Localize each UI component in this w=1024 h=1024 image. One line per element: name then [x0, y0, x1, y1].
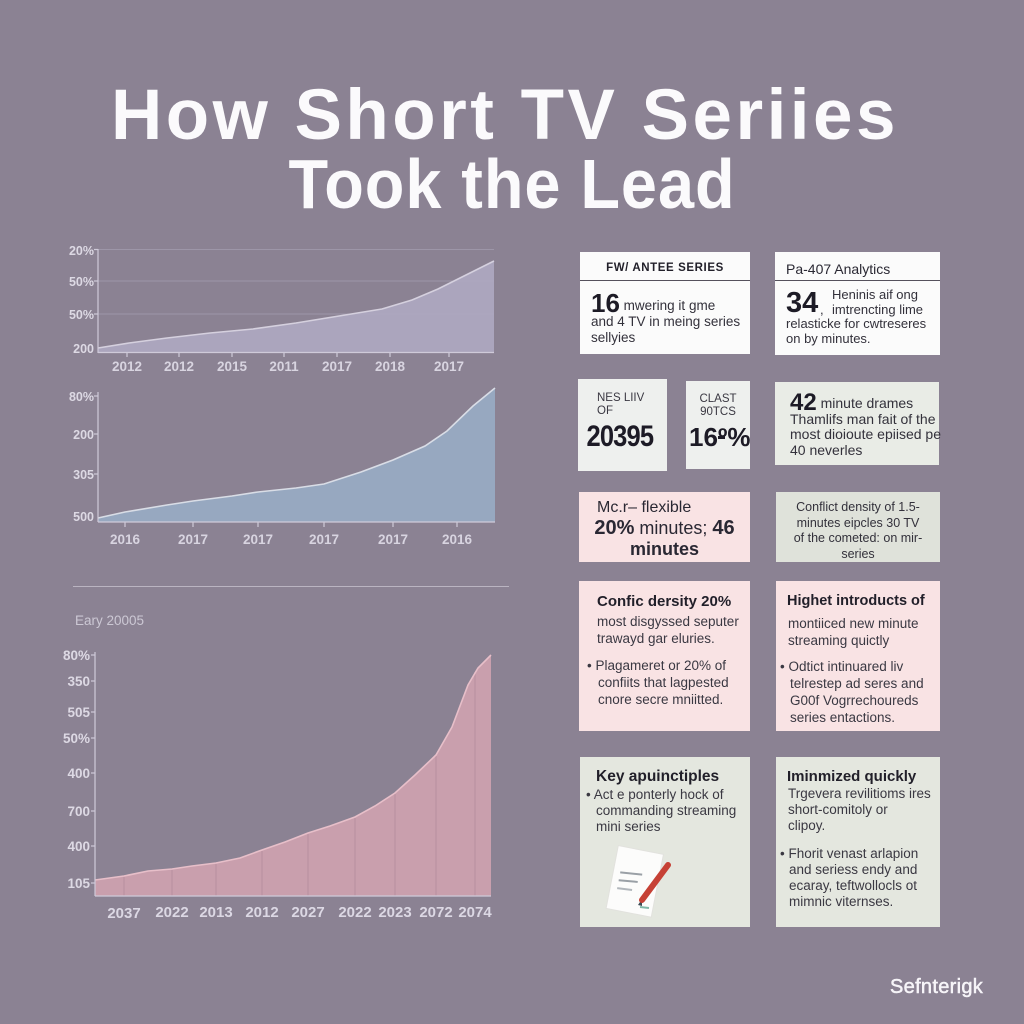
- svg-text:80%: 80%: [63, 648, 90, 663]
- svg-text:2017: 2017: [434, 359, 464, 374]
- svg-text:50%: 50%: [69, 275, 94, 289]
- svg-text:2018: 2018: [375, 359, 406, 374]
- svg-text:2022: 2022: [338, 904, 371, 921]
- svg-text:2013: 2013: [199, 904, 232, 921]
- svg-text:2023: 2023: [378, 904, 411, 921]
- svg-text:2022: 2022: [155, 904, 188, 921]
- svg-text:20%: 20%: [69, 244, 94, 258]
- svg-text:2017: 2017: [322, 359, 352, 374]
- svg-text:80%: 80%: [69, 390, 94, 404]
- svg-text:2072: 2072: [419, 904, 452, 921]
- svg-text:2012: 2012: [164, 359, 194, 374]
- svg-text:2037: 2037: [107, 905, 140, 922]
- svg-text:2012: 2012: [112, 359, 142, 374]
- svg-text:2017: 2017: [309, 532, 339, 547]
- svg-text:Eary 20005: Eary 20005: [75, 613, 144, 628]
- svg-text:2016: 2016: [442, 532, 473, 547]
- svg-text:2017: 2017: [178, 532, 208, 547]
- svg-text:700: 700: [67, 804, 90, 819]
- svg-text:2074: 2074: [458, 904, 492, 921]
- svg-text:50%: 50%: [63, 731, 90, 746]
- svg-text:2012: 2012: [245, 904, 278, 921]
- svg-text:400: 400: [67, 839, 90, 854]
- svg-text:200: 200: [73, 342, 94, 356]
- svg-text:2016: 2016: [110, 532, 141, 547]
- svg-text:2017: 2017: [378, 532, 408, 547]
- svg-text:2011: 2011: [269, 359, 299, 374]
- svg-text:200: 200: [73, 428, 94, 442]
- svg-text:105: 105: [67, 876, 90, 891]
- svg-text:350: 350: [67, 674, 90, 689]
- svg-text:400: 400: [67, 766, 90, 781]
- svg-text:2027: 2027: [291, 904, 324, 921]
- svg-text:50%: 50%: [69, 308, 94, 322]
- svg-text:2017: 2017: [243, 532, 273, 547]
- svg-text:505: 505: [67, 705, 90, 720]
- svg-text:305: 305: [73, 468, 94, 482]
- svg-text:500: 500: [73, 510, 94, 524]
- svg-text:2015: 2015: [217, 359, 248, 374]
